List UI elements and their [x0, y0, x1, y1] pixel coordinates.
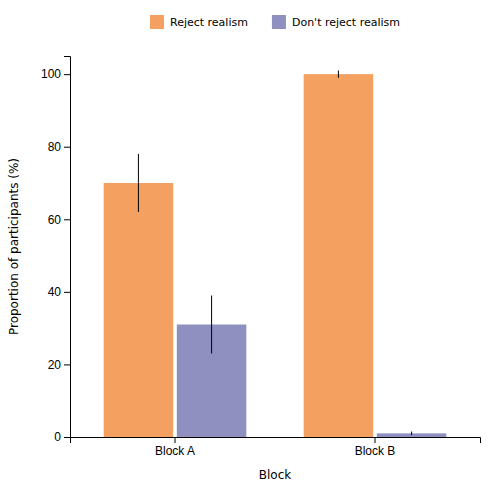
y-tick: 60 — [48, 213, 70, 227]
x-tick: Block B — [355, 437, 396, 458]
legend-item: Reject realism — [150, 15, 248, 29]
bar-series — [104, 74, 374, 437]
legend: Reject realism Don't reject realism — [150, 15, 400, 29]
bar-series — [177, 325, 447, 437]
x-tick-mark — [175, 437, 176, 443]
x-axis: Block A Block B — [71, 437, 481, 458]
y-tick-mark — [64, 219, 70, 220]
y-tick-label: 100 — [41, 67, 61, 81]
y-tick: 80 — [48, 140, 70, 154]
error-bar — [411, 432, 412, 436]
legend-swatch — [150, 15, 164, 29]
x-tick-label: Block A — [155, 444, 195, 458]
y-tick-mark — [64, 364, 70, 365]
error-bar — [211, 295, 212, 353]
x-tick: Block A — [155, 437, 195, 458]
y-tick-label: 0 — [54, 430, 61, 444]
error-bar — [338, 71, 339, 78]
plot: 0 20 40 60 80 100 Block A Block B — [41, 57, 481, 458]
legend-item: Don't reject realism — [272, 15, 400, 29]
x-tick-mark — [375, 437, 376, 443]
y-tick-mark — [64, 292, 70, 293]
y-tick-mark — [64, 437, 70, 438]
y-axis-line — [64, 57, 71, 438]
error-bars — [138, 71, 338, 213]
error-bar — [138, 154, 139, 212]
y-tick-mark — [64, 74, 70, 75]
y-tick: 20 — [48, 358, 70, 372]
bar — [104, 183, 174, 437]
x-axis-line — [71, 438, 481, 444]
y-axis: 0 20 40 60 80 100 — [41, 57, 71, 445]
legend-label: Don't reject realism — [292, 16, 400, 29]
y-axis-title: Proportion of participants (%) — [7, 158, 21, 335]
y-tick-label: 80 — [48, 140, 62, 154]
chart: 0 20 40 60 80 100 Block A Block B Block Proportio… — [0, 0, 500, 493]
x-axis-title: Block — [259, 468, 292, 482]
y-tick-label: 40 — [48, 285, 62, 299]
marks — [104, 71, 447, 437]
y-tick-mark — [64, 147, 70, 148]
y-tick-label: 20 — [48, 358, 62, 372]
y-tick: 100 — [41, 67, 70, 81]
error-bars — [212, 295, 412, 435]
legend-label: Reject realism — [170, 16, 248, 29]
bar — [304, 74, 374, 437]
x-tick-label: Block B — [355, 444, 396, 458]
legend-swatch — [272, 15, 286, 29]
y-tick-label: 60 — [48, 213, 62, 227]
y-tick: 40 — [48, 285, 70, 299]
y-tick: 0 — [54, 430, 70, 444]
